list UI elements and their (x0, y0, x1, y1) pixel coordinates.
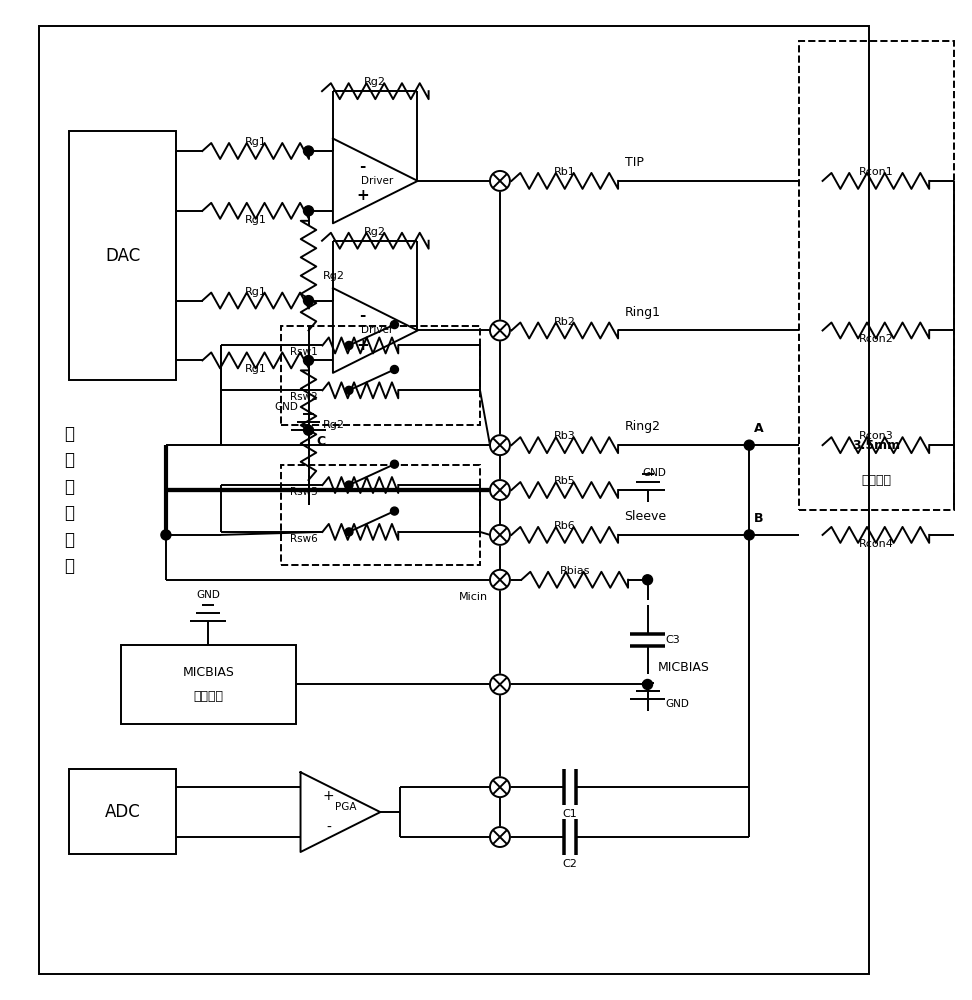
Text: ADC: ADC (105, 803, 140, 821)
Text: DAC: DAC (105, 247, 140, 265)
Text: Rg2: Rg2 (323, 271, 344, 281)
Text: Sleeve: Sleeve (625, 510, 667, 523)
Text: Rg2: Rg2 (364, 77, 386, 87)
Circle shape (303, 146, 314, 156)
Text: Rg1: Rg1 (245, 137, 266, 147)
Circle shape (490, 674, 510, 694)
Circle shape (490, 570, 510, 590)
Text: Rg2: Rg2 (364, 227, 386, 237)
Text: 产生单元: 产生单元 (193, 690, 224, 703)
Text: GND: GND (196, 590, 221, 600)
Text: Rg1: Rg1 (245, 215, 266, 225)
Text: Rsw2: Rsw2 (290, 392, 318, 402)
Circle shape (303, 355, 314, 365)
Text: Ring2: Ring2 (625, 420, 661, 433)
Text: -: - (360, 159, 365, 174)
Text: Micin: Micin (459, 592, 488, 602)
Circle shape (490, 171, 510, 191)
Text: C: C (317, 435, 326, 448)
Text: A: A (754, 422, 764, 435)
Text: Rcon2: Rcon2 (858, 334, 893, 344)
Circle shape (345, 528, 353, 536)
Text: Rcon1: Rcon1 (858, 167, 893, 177)
Text: GND: GND (666, 699, 689, 709)
Text: GND: GND (275, 402, 298, 412)
Circle shape (391, 365, 399, 373)
Text: Rbias: Rbias (560, 566, 590, 576)
Circle shape (303, 296, 314, 306)
Text: Driver: Driver (362, 176, 394, 186)
Circle shape (391, 321, 399, 329)
Circle shape (642, 575, 652, 585)
Text: Rsw5: Rsw5 (290, 487, 318, 497)
Text: B: B (754, 512, 764, 525)
Circle shape (745, 440, 754, 450)
Text: +: + (323, 789, 334, 803)
Circle shape (391, 507, 399, 515)
Circle shape (490, 827, 510, 847)
Circle shape (490, 777, 510, 797)
Circle shape (161, 530, 171, 540)
Text: PGA: PGA (334, 802, 356, 812)
Text: Driver: Driver (362, 325, 394, 335)
Text: +: + (356, 338, 369, 353)
Text: -: - (360, 308, 365, 323)
Circle shape (391, 460, 399, 468)
Text: Rcon3: Rcon3 (858, 431, 893, 441)
Text: C2: C2 (563, 859, 577, 869)
Text: Rcon4: Rcon4 (858, 539, 893, 549)
Text: C1: C1 (563, 809, 577, 819)
Text: Ring1: Ring1 (625, 306, 661, 319)
Circle shape (345, 481, 353, 489)
Bar (69, 769, 176, 854)
Circle shape (345, 341, 353, 349)
Text: Rb5: Rb5 (554, 476, 575, 486)
Circle shape (303, 206, 314, 216)
Bar (281, 465, 480, 565)
Circle shape (490, 321, 510, 340)
Text: Rsw1: Rsw1 (290, 347, 318, 357)
Bar (799, 41, 954, 510)
Text: Rsw6: Rsw6 (290, 534, 318, 544)
Text: 耳
机
接
口
芯
片: 耳 机 接 口 芯 片 (64, 425, 74, 575)
Text: Rb1: Rb1 (554, 167, 575, 177)
Bar (39, 26, 869, 974)
Text: Rb2: Rb2 (554, 317, 575, 327)
Circle shape (490, 480, 510, 500)
Text: -: - (326, 821, 330, 835)
Text: TIP: TIP (625, 156, 643, 169)
Circle shape (345, 386, 353, 394)
Circle shape (490, 525, 510, 545)
Bar (122, 645, 295, 724)
Text: Rb6: Rb6 (554, 521, 575, 531)
Text: Rg1: Rg1 (245, 287, 266, 297)
Circle shape (745, 530, 754, 540)
Text: Rb3: Rb3 (554, 431, 575, 441)
Text: 耳机接口: 耳机接口 (861, 474, 891, 487)
Text: 3.5mm: 3.5mm (852, 439, 900, 452)
Text: GND: GND (642, 468, 667, 478)
Text: MICBIAS: MICBIAS (657, 661, 710, 674)
Text: MICBIAS: MICBIAS (183, 666, 234, 679)
Text: Rg1: Rg1 (245, 364, 266, 374)
Text: C3: C3 (666, 635, 680, 645)
Circle shape (642, 679, 652, 689)
Circle shape (303, 425, 314, 435)
Bar (281, 326, 480, 425)
Bar (69, 131, 176, 380)
Circle shape (490, 435, 510, 455)
Text: Rg2: Rg2 (323, 420, 344, 430)
Text: +: + (356, 188, 369, 203)
